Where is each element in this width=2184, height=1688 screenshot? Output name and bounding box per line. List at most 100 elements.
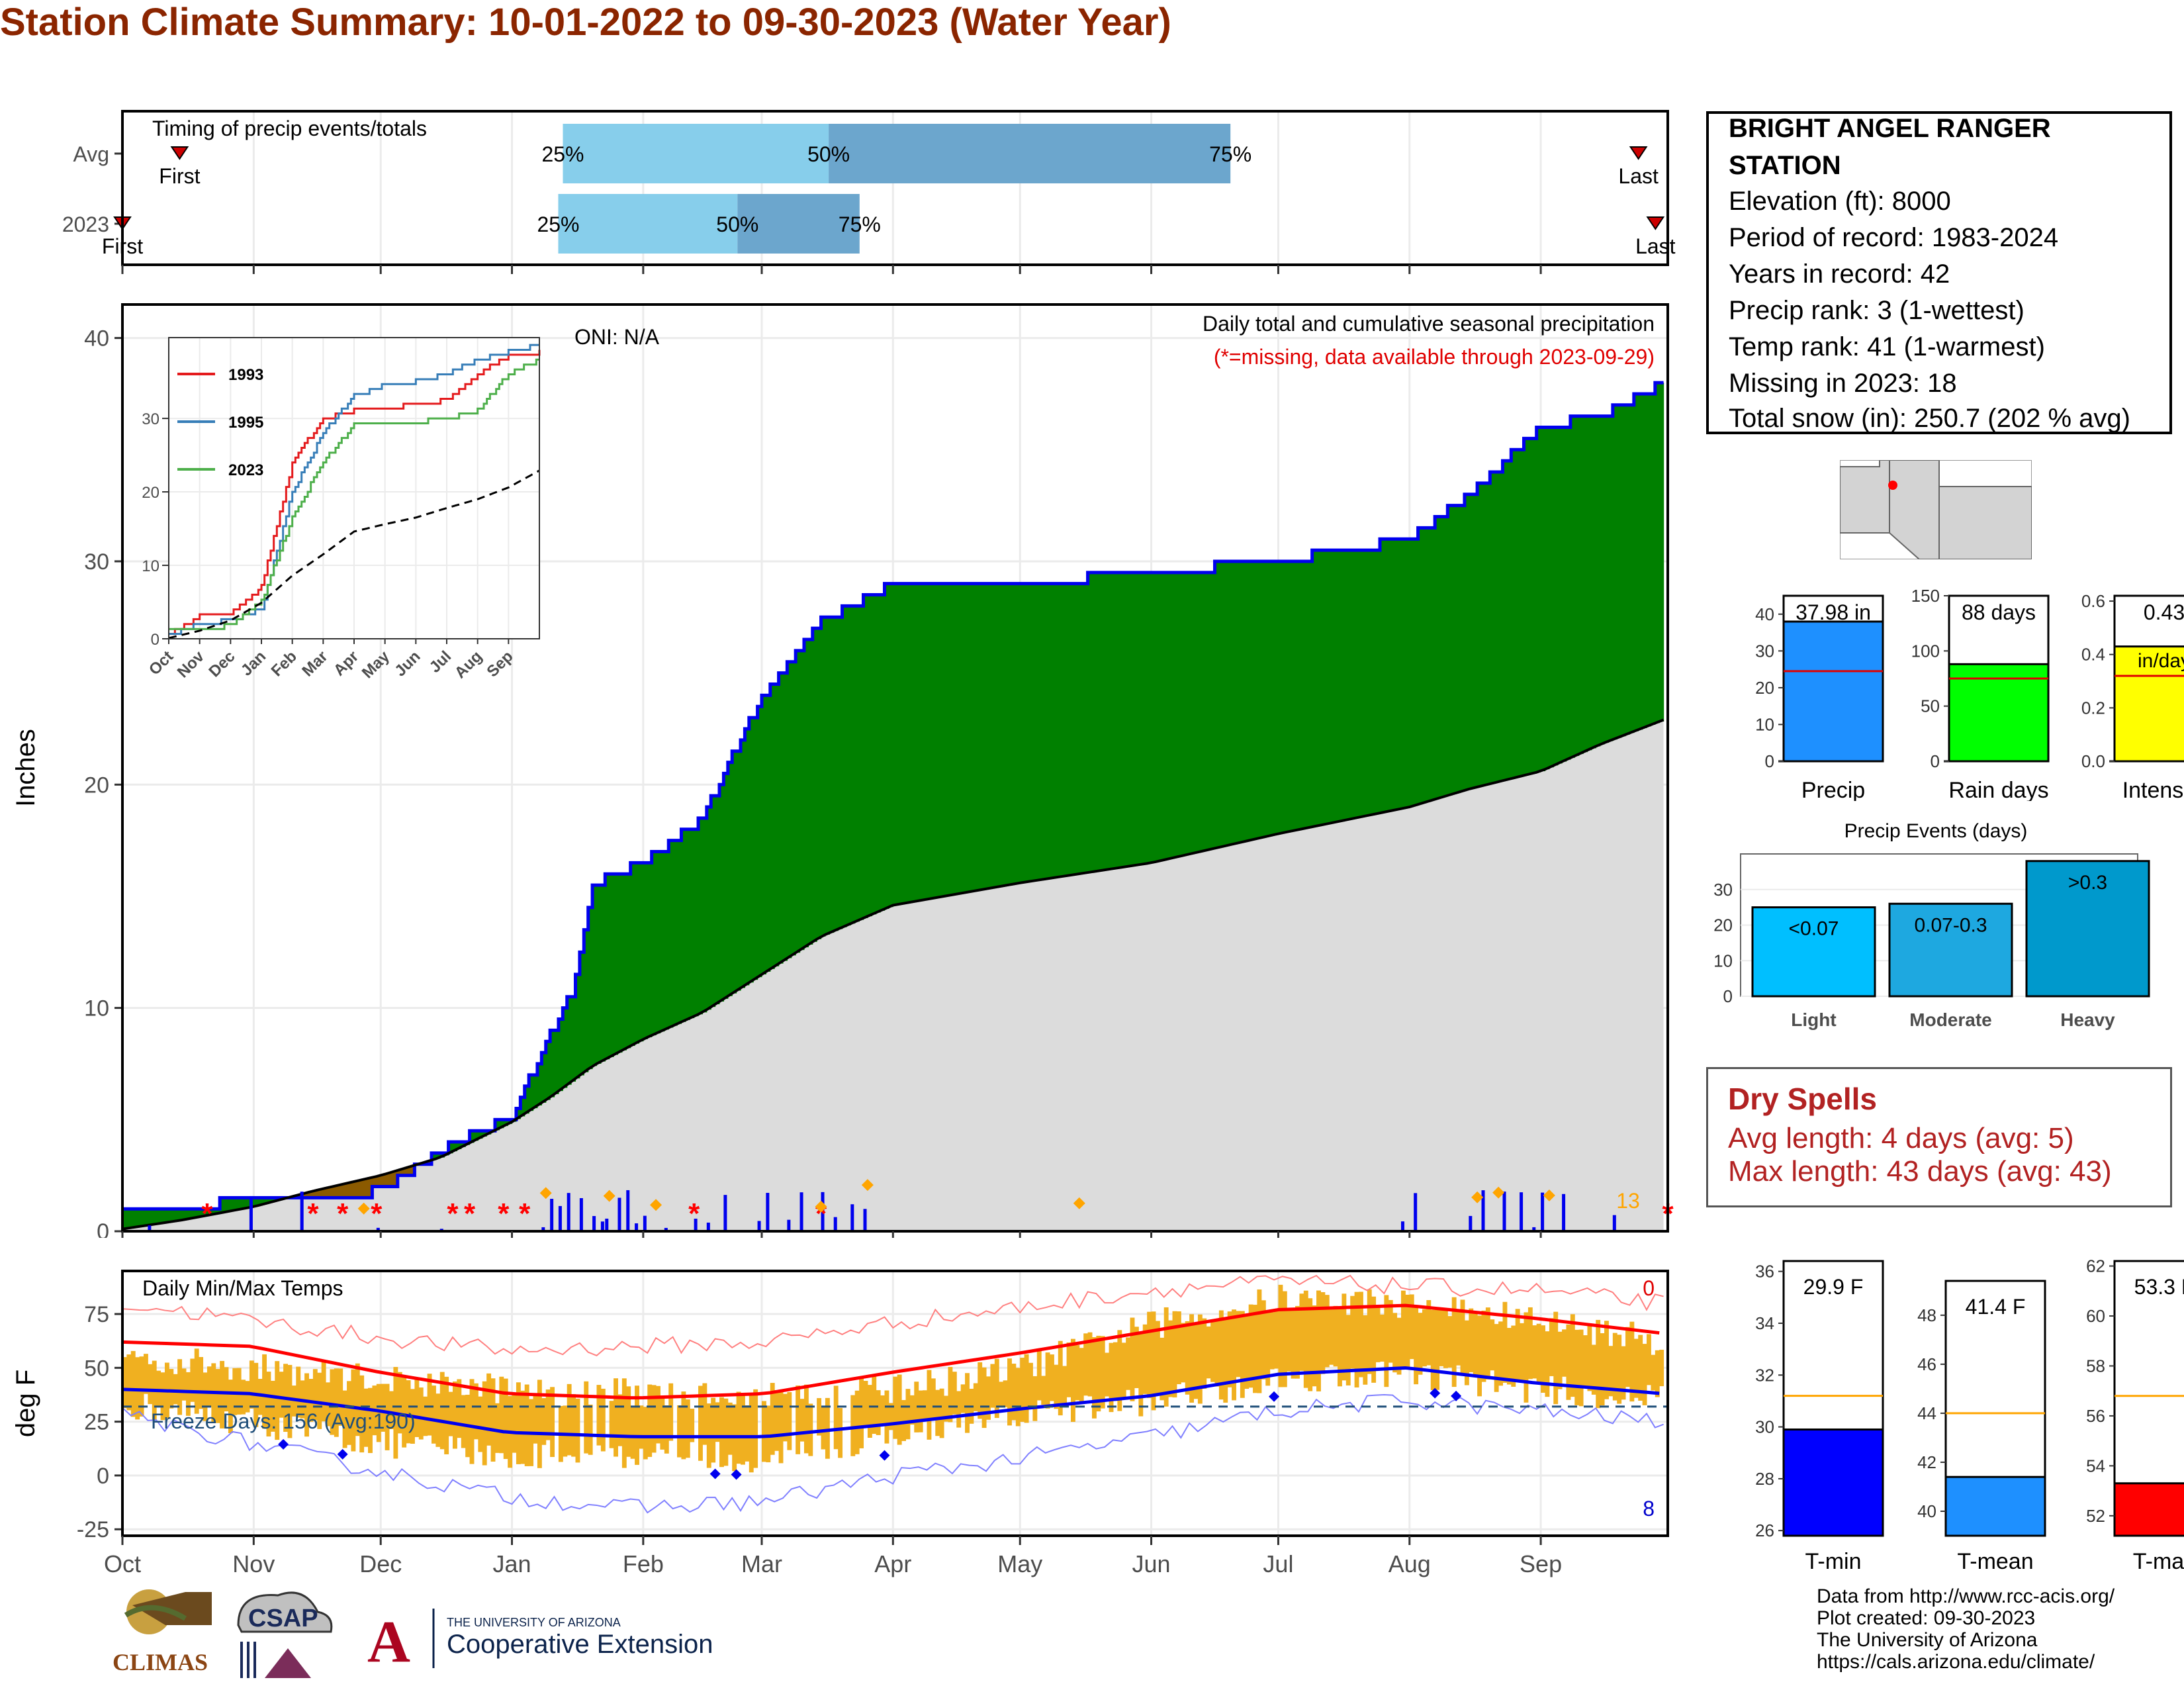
cumulative-diff-band — [567, 996, 572, 1085]
cumulative-diff-band — [177, 1209, 183, 1221]
cumulative-diff-band — [596, 885, 602, 1064]
cumulative-diff-band — [698, 818, 704, 1015]
daily-temp-bar — [432, 1385, 436, 1444]
daily-temp-bar — [1562, 1329, 1567, 1377]
daily-temp-bar — [1414, 1305, 1419, 1385]
summary-tick-label: 0.0 — [2081, 751, 2105, 771]
cumulative-diff-band — [1651, 393, 1656, 725]
cumulative-2023-line — [122, 381, 1664, 1211]
station-info-box: BRIGHT ANGEL RANGER STATION Elevation (f… — [1706, 111, 2172, 434]
cumulative-diff-band — [821, 617, 826, 937]
cumulative-diff-band — [766, 695, 771, 972]
cumulative-diff-band — [359, 1180, 365, 1198]
daily-temp-bar — [541, 1398, 547, 1445]
cumulative-diff-band — [584, 929, 589, 1072]
daily-temp-bar — [423, 1396, 428, 1436]
cumulative-diff-band — [1282, 561, 1287, 833]
cumulative-diff-band — [803, 639, 809, 948]
cumulative-diff-band — [1388, 539, 1393, 812]
cumulative-diff-band — [829, 617, 835, 933]
daily-temp-bar — [1176, 1311, 1181, 1385]
cumulative-diff-band — [1312, 550, 1317, 827]
credits: Data from http://www.rcc-acis.org/ Plot … — [1817, 1585, 2115, 1673]
daily-precip-bar — [766, 1193, 770, 1231]
cumulative-diff-band — [185, 1209, 191, 1219]
cumulative-diff-band — [884, 583, 889, 910]
tsum-tick-label: 52 — [2086, 1506, 2105, 1526]
daily-temp-bar — [406, 1380, 411, 1444]
daily-temp-bar — [1566, 1324, 1571, 1400]
daily-temp-bar — [1422, 1309, 1427, 1367]
daily-temp-bar — [215, 1369, 220, 1423]
cumulative-diff-band — [952, 583, 957, 895]
cumulative-diff-band — [1248, 561, 1253, 841]
locator-map — [1840, 460, 2032, 559]
daily-temp-bar — [1134, 1327, 1139, 1388]
cumulative-diff-band — [1638, 393, 1643, 730]
daily-temp-bar — [439, 1372, 445, 1450]
cumulative-diff-band — [1206, 572, 1211, 851]
daily-precip-bar — [787, 1219, 791, 1231]
daily-temp-bar — [1596, 1319, 1601, 1409]
summary-value-unit: in/day — [2138, 650, 2184, 672]
daily-temp-bar — [626, 1386, 631, 1457]
daily-temp-bar — [639, 1405, 644, 1449]
daily-temp-bar — [1087, 1332, 1093, 1397]
cumulative-diff-band — [1422, 528, 1427, 804]
cumulative-diff-band — [621, 874, 627, 1051]
summary-category-label: Intensity — [2122, 778, 2184, 801]
daily-temp-bar — [1147, 1311, 1152, 1398]
temp-summary-bars: 26 28 30 32 34 36 29.9 F T-min 40 42 44 46 48 41.4 F T… — [1755, 1256, 2184, 1574]
inset-avg-line — [168, 469, 540, 639]
daily-temp-bar — [334, 1368, 339, 1437]
daily-precip-bar — [635, 1223, 639, 1231]
inset-legend-label: 1993 — [228, 366, 263, 384]
cumulative-diff-band — [1227, 561, 1232, 846]
cumulative-diff-band — [308, 1192, 314, 1198]
cumulative-diff-band — [1506, 461, 1512, 780]
daily-temp-bar — [1223, 1318, 1228, 1403]
daily-temp-bar — [1151, 1311, 1156, 1411]
daily-temp-bar — [266, 1372, 271, 1437]
summary-bars: 0 10 20 30 40 37.98 in Precip 0 50 100 150 88 days R… — [1755, 586, 2184, 801]
oni-label: ONI: N/A — [574, 325, 660, 349]
daily-temp-bar — [279, 1372, 284, 1418]
cumulative-diff-band — [1502, 461, 1508, 781]
tsum-tick-label: 46 — [1917, 1354, 1936, 1374]
cumulative-diff-band — [236, 1197, 242, 1210]
cumulative-diff-band — [1181, 572, 1186, 857]
daily-temp-bar — [1642, 1344, 1647, 1405]
cumulative-diff-band — [169, 1209, 174, 1223]
daily-temp-bar — [741, 1393, 745, 1465]
daily-temp-bar — [1608, 1346, 1614, 1397]
daily-temp-bar — [799, 1399, 805, 1442]
missing-marker: * — [447, 1197, 459, 1230]
daily-temp-bar — [782, 1393, 788, 1442]
cumulative-diff-band — [1015, 583, 1021, 884]
daily-temp-bar — [1359, 1291, 1363, 1378]
month-tick-label: Jun — [1132, 1550, 1171, 1577]
cumulative-diff-band — [872, 594, 877, 915]
cumulative-diff-band — [1621, 404, 1626, 737]
station-name-2: STATION — [1729, 151, 1841, 180]
daily-temp-bar — [1651, 1354, 1656, 1391]
daily-temp-bar — [1324, 1295, 1330, 1368]
cumulative-diff-band — [647, 863, 653, 1037]
daily-temp-bar — [499, 1376, 504, 1454]
cumulative-diff-band — [778, 673, 784, 964]
cumulative-diff-band — [1642, 393, 1647, 728]
cumulative-diff-band — [1295, 561, 1300, 831]
cumulative-diff-band — [1011, 583, 1017, 884]
daily-temp-bar — [965, 1373, 970, 1433]
cumulative-diff-band — [1655, 383, 1660, 724]
daily-temp-bar — [503, 1378, 508, 1460]
cumulative-diff-band — [626, 874, 631, 1049]
cumulative-diff-band — [469, 1131, 475, 1143]
snow-marker — [815, 1200, 827, 1213]
daily-precip-bar — [600, 1221, 604, 1231]
daily-temp-bar — [1451, 1297, 1457, 1387]
daily-temp-bar — [130, 1350, 136, 1417]
missing-marker: * — [337, 1197, 349, 1230]
cumulative-diff-band — [1096, 572, 1101, 872]
cumulative-diff-band — [1050, 583, 1054, 878]
